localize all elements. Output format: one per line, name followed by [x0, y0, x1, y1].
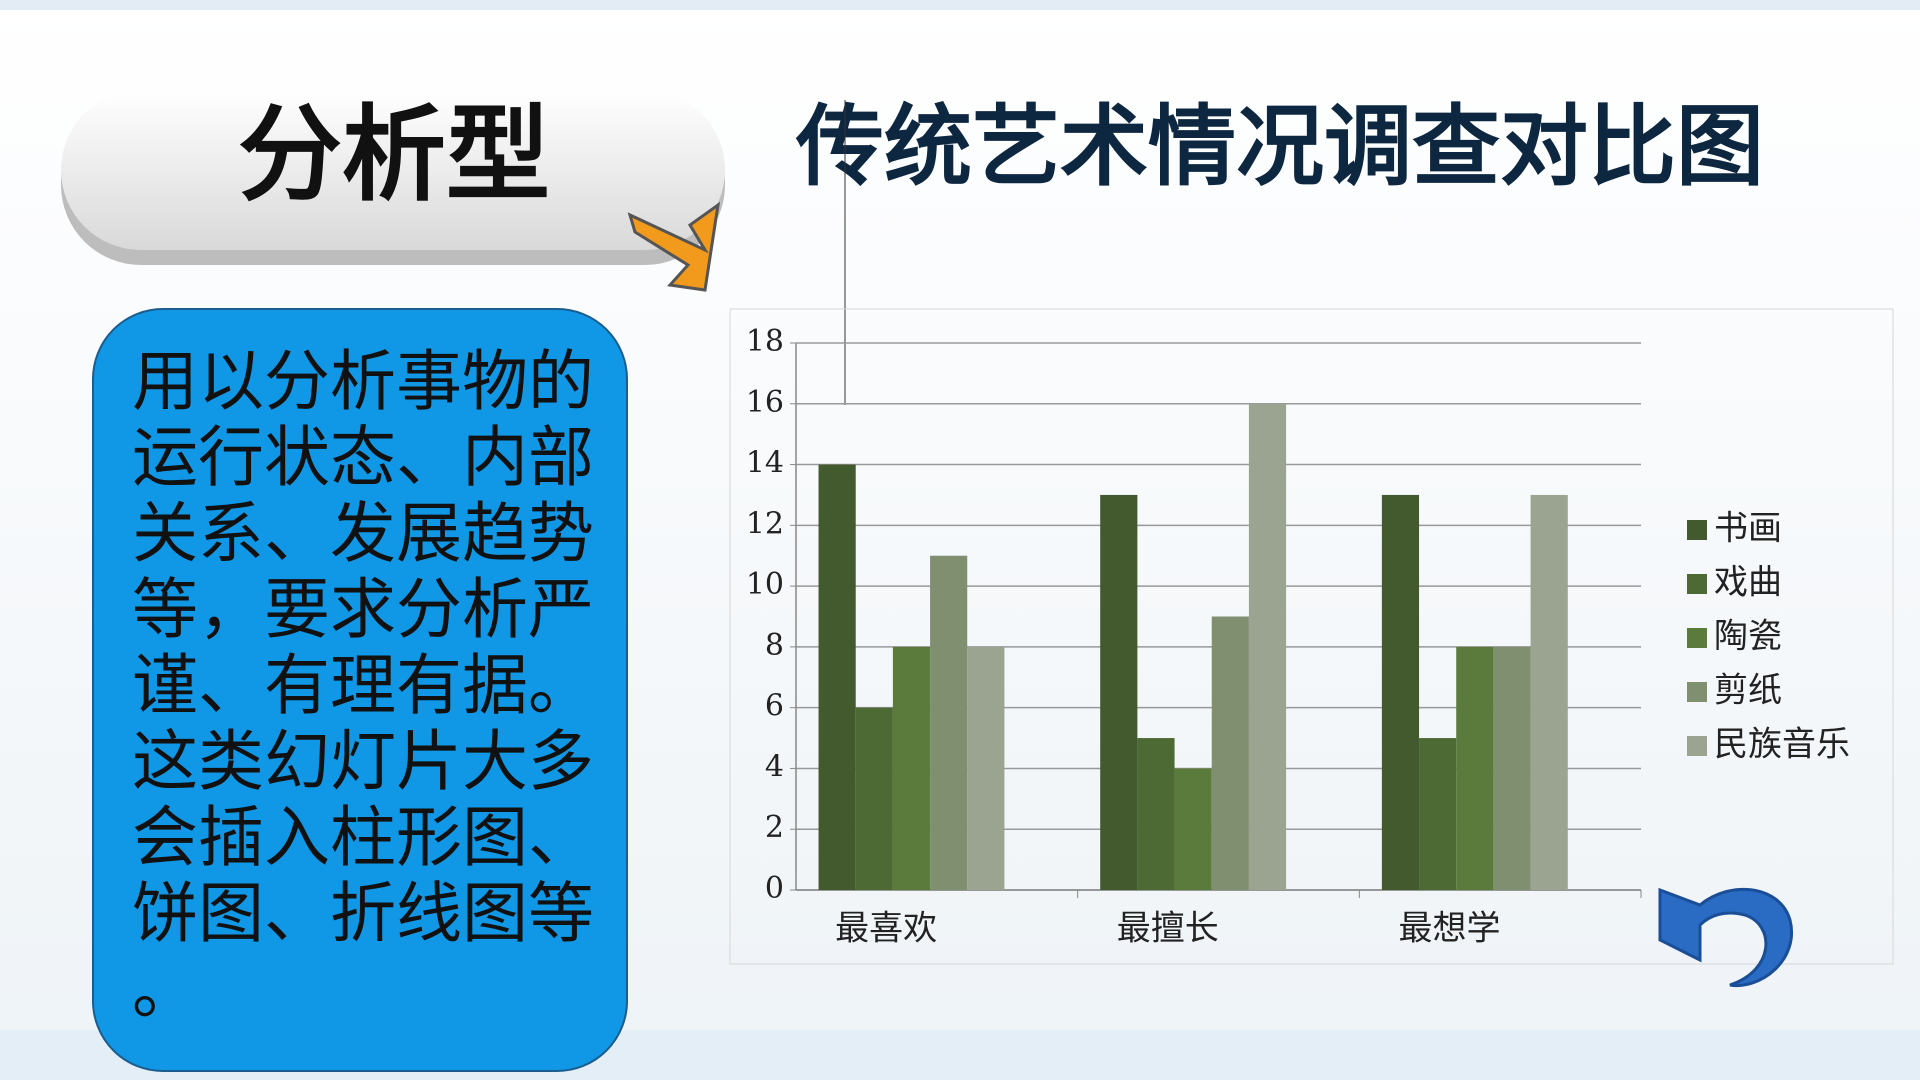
bar [1100, 494, 1138, 890]
legend-label: 陶瓷 [1714, 617, 1782, 657]
x-tick-label: 最擅长 [1117, 909, 1219, 949]
description-line: 运行状态、内部 [132, 419, 594, 496]
bar [1248, 403, 1287, 890]
description-line: 。 [132, 951, 198, 1028]
legend-label: 民族音乐 [1714, 725, 1850, 765]
y-tick-label: 16 [746, 385, 784, 420]
bar [1174, 768, 1212, 890]
description-line: 关系、发展趋势 [132, 495, 594, 572]
legend-swatch [1687, 574, 1707, 594]
arrow-icon [627, 201, 721, 292]
legend-label: 书画 [1714, 509, 1782, 549]
bar [1211, 616, 1249, 890]
x-tick-label: 最想学 [1398, 909, 1500, 949]
y-tick-label: 0 [765, 871, 784, 906]
description-line: 等，要求分析严 [132, 571, 594, 648]
description-line: 饼图、折线图等 [132, 875, 594, 952]
chart-title: 传统艺术情况调查对比图 [795, 95, 1764, 198]
bar [1456, 646, 1494, 890]
bar [855, 707, 893, 890]
label-pill [61, 90, 725, 250]
y-tick-label: 8 [765, 628, 784, 663]
bar [1530, 494, 1568, 890]
legend-swatch [1687, 736, 1707, 756]
y-tick-label: 18 [746, 324, 784, 359]
legend-label: 剪纸 [1714, 671, 1782, 711]
legend-swatch [1687, 520, 1707, 540]
return-icon[interactable] [1658, 887, 1793, 988]
bar [892, 646, 931, 890]
bar [967, 646, 1005, 890]
y-tick-label: 4 [765, 749, 784, 784]
bar [818, 464, 856, 890]
bar [930, 555, 968, 890]
top-band [0, 0, 1920, 10]
bar [1493, 646, 1531, 890]
x-tick-label: 最喜欢 [835, 909, 937, 949]
y-tick-label: 2 [765, 810, 784, 845]
y-tick-label: 12 [746, 506, 784, 541]
y-tick-label: 14 [746, 446, 784, 481]
y-tick-label: 10 [746, 567, 784, 602]
description-line: 用以分析事物的 [132, 343, 594, 420]
description-box [92, 308, 628, 1072]
description: 用以分析事物的运行状态、内部关系、发展趋势等，要求分析严谨、有理有据。这类幻灯片… [132, 343, 594, 1028]
bar [1419, 738, 1457, 890]
bar [1381, 494, 1420, 890]
bar [1137, 738, 1175, 890]
chart-frame [729, 308, 1894, 965]
legend-swatch [1687, 628, 1707, 648]
y-tick-label: 6 [765, 689, 784, 724]
slide-label: 分析型 [238, 93, 550, 215]
description-line: 谨、有理有据。 [132, 647, 594, 724]
legend-swatch [1687, 682, 1707, 702]
description-line: 这类幻灯片大多 [132, 723, 594, 800]
description-line: 会插入柱形图、 [132, 799, 594, 876]
legend-label: 戏曲 [1714, 563, 1782, 603]
